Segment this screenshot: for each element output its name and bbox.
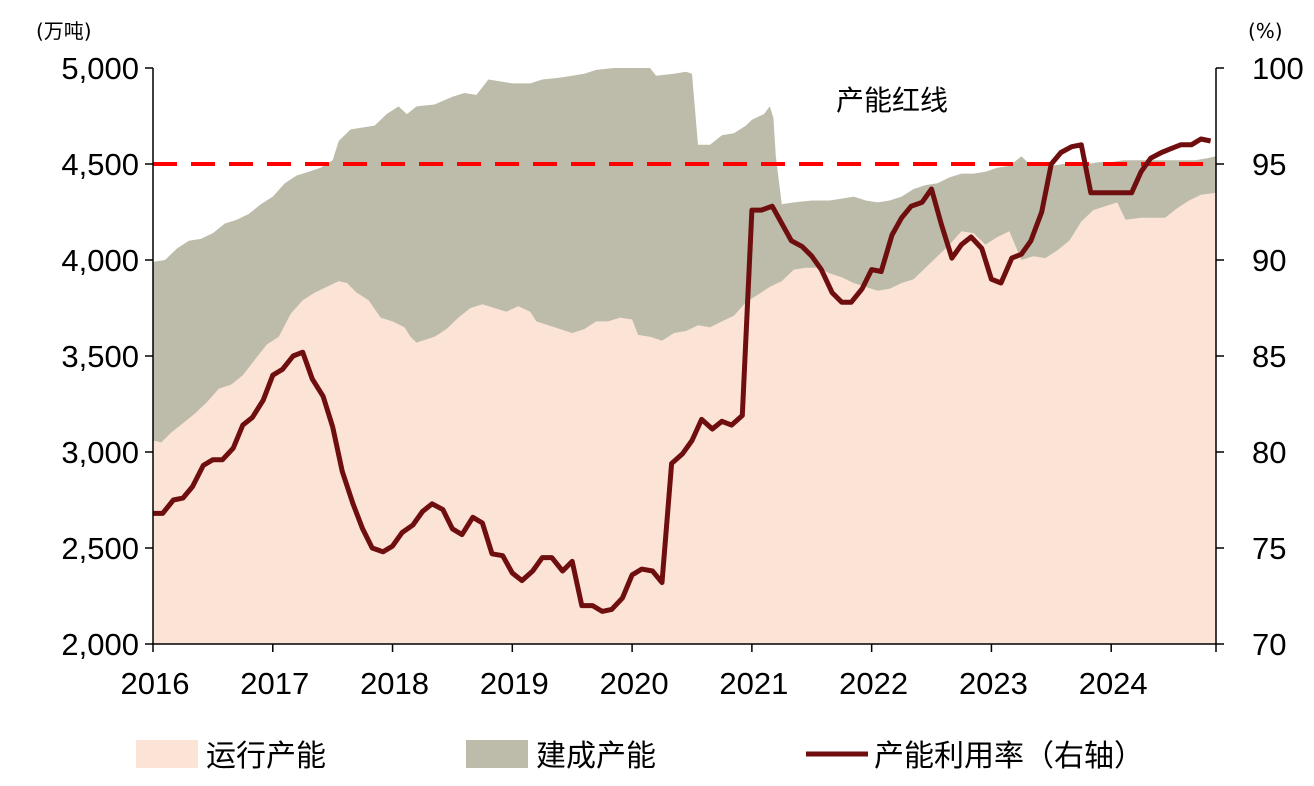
x-axis-tick-label: 2023 [959, 666, 1028, 701]
right-axis-tick-label: 80 [1252, 435, 1286, 470]
left-axis-tick-label: 3,000 [61, 435, 139, 470]
right-axis-tick-label: 100 [1252, 51, 1304, 86]
legend: 运行产能 建成产能 产能利用率（右轴） [136, 739, 1144, 774]
left-axis-tick-label: 2,500 [61, 531, 139, 566]
left-axis-tick-label: 4,500 [61, 147, 139, 182]
redline-annotation: 产能红线 [836, 84, 948, 117]
x-axis-tick-label: 2024 [1079, 666, 1148, 701]
right-axis-tick-label: 70 [1252, 627, 1286, 662]
x-axis-tick-label: 2021 [719, 666, 788, 701]
left-axis-tick-label: 3,500 [61, 339, 139, 374]
legend-swatch-construction [466, 740, 528, 768]
right-axis-tick-label: 75 [1252, 531, 1286, 566]
tick-labels: 2,000 2,500 3,000 3,500 4,000 4,500 5,000 70 75 8… [61, 51, 1303, 701]
x-axis-tick-label: 2019 [480, 666, 549, 701]
left-axis-tick-label: 5,000 [61, 51, 139, 86]
x-axis-tick-label: 2016 [121, 666, 190, 701]
tick-marks [145, 67, 1224, 652]
left-axis-tick-label: 4,000 [61, 243, 139, 278]
left-axis-tick-label: 2,000 [61, 627, 139, 662]
legend-swatch-running [136, 740, 198, 768]
legend-label-running: 运行产能 [206, 739, 326, 774]
x-axis-tick-label: 2017 [240, 666, 309, 701]
x-axis-tick-label: 2022 [839, 666, 908, 701]
right-axis-unit: (%) [1248, 19, 1283, 43]
left-axis-unit: (万吨) [36, 19, 92, 43]
right-axis-tick-label: 85 [1252, 339, 1286, 374]
right-axis-tick-label: 95 [1252, 147, 1286, 182]
utilization-rate-line [153, 136, 1212, 614]
x-axis-tick-label: 2020 [600, 666, 669, 701]
running-capacity-area [153, 192, 1216, 645]
right-axis-tick-label: 90 [1252, 243, 1286, 278]
legend-label-utilization: 产能利用率（右轴） [874, 739, 1144, 774]
plot-area [153, 68, 1216, 645]
x-axis-tick-label: 2018 [360, 666, 429, 701]
legend-label-construction: 建成产能 [536, 739, 656, 774]
axes: 2,000 2,500 3,000 3,500 4,000 4,500 5,000 70 75 8… [61, 51, 1303, 701]
